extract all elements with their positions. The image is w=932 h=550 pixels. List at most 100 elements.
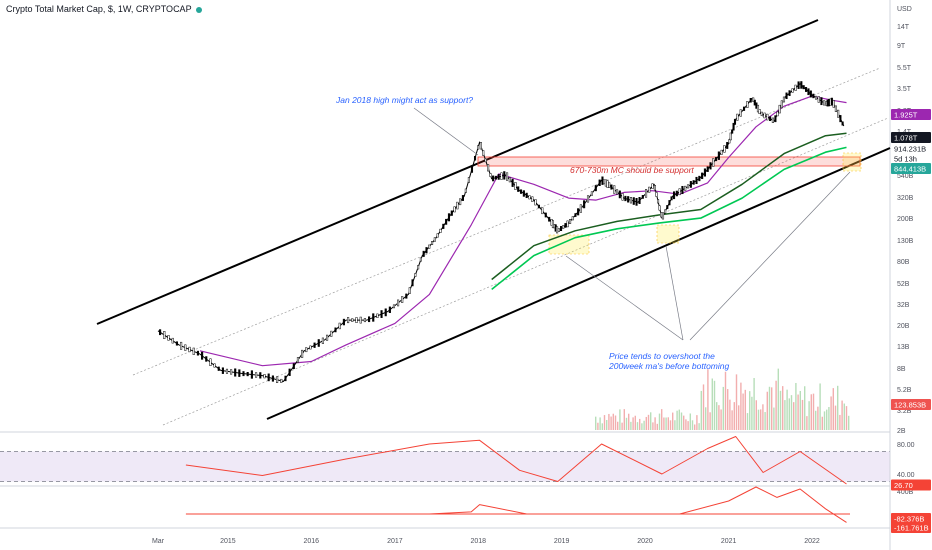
price-candle <box>644 189 648 198</box>
price-candle <box>583 200 586 209</box>
price-candle <box>414 273 417 277</box>
support-zone <box>477 156 861 167</box>
rsi-tick-label: 40.00 <box>897 472 915 479</box>
price-candle <box>574 213 577 217</box>
price-candle <box>401 296 404 303</box>
price-candle <box>739 109 742 117</box>
price-candle <box>456 201 459 210</box>
price-candle <box>728 139 731 144</box>
y-tick-label: 130B <box>897 238 914 245</box>
x-tick-label: 2015 <box>220 538 236 545</box>
ma-purple-line <box>199 95 847 367</box>
price-candle <box>778 104 781 114</box>
price-candle <box>769 116 772 122</box>
volume-bar <box>786 389 788 430</box>
y-tick-label: 5.2B <box>897 387 912 394</box>
volume-bar <box>705 407 707 430</box>
price-candle <box>267 373 270 382</box>
y-tick-label: 2B <box>897 428 906 435</box>
ma-dark-green-line <box>491 132 847 281</box>
price-candle <box>733 118 737 125</box>
price-candle <box>196 350 199 356</box>
volume-bar <box>773 407 775 430</box>
price-candle <box>477 145 480 150</box>
price-candle <box>648 186 651 193</box>
volume-bar <box>707 369 709 430</box>
price-candle <box>534 199 537 206</box>
price-candle <box>785 92 788 99</box>
price-candle <box>564 223 567 228</box>
price-candle <box>355 317 358 323</box>
price-candle <box>675 190 678 197</box>
price-candle <box>430 241 434 246</box>
volume-bar <box>757 409 760 430</box>
volume-bar <box>674 420 676 430</box>
annotation-arrow <box>565 255 684 341</box>
volume-bar <box>797 394 799 430</box>
price-candle <box>503 171 506 180</box>
volume-bar <box>665 417 667 430</box>
price-candle <box>653 185 656 191</box>
price-candle <box>363 318 366 323</box>
price-candle <box>692 180 695 185</box>
badge-green-ma: 844.413B <box>894 165 926 174</box>
price-candle <box>660 212 663 218</box>
volume-bar <box>654 417 656 430</box>
price-candle <box>175 341 178 346</box>
price-candle <box>280 378 283 383</box>
annotation-arrow <box>689 171 851 341</box>
price-candle <box>171 337 174 344</box>
volume-bar <box>713 380 716 430</box>
volume-bar <box>744 389 746 430</box>
price-candle <box>771 117 774 123</box>
price-candle <box>188 346 191 353</box>
volume-bar <box>746 413 749 430</box>
price-candle <box>807 88 810 96</box>
price-candle <box>497 174 500 180</box>
x-tick-label: 2016 <box>303 538 319 545</box>
price-candle <box>651 183 654 189</box>
channel-upper-line <box>96 19 819 325</box>
y-tick-label: 3.2B <box>897 408 912 415</box>
price-candle <box>425 247 428 254</box>
volume-bar <box>663 417 665 430</box>
volume-bar <box>597 422 599 430</box>
badge-purple-ma-bg <box>891 109 931 120</box>
annotation-support-zone: 670-730m MC should be support <box>570 165 694 175</box>
price-candle <box>763 112 766 119</box>
price-candle <box>442 223 445 229</box>
volume-bar <box>599 417 601 430</box>
price-candle <box>508 177 511 183</box>
x-tick-label: 2021 <box>721 538 737 545</box>
price-candle <box>470 165 474 173</box>
price-candle <box>695 176 698 185</box>
badge-countdown: 5d 13h <box>894 155 917 164</box>
price-candle <box>641 195 644 199</box>
volume-bar <box>793 402 795 430</box>
volume-bar <box>603 415 606 430</box>
price-candle <box>601 176 604 185</box>
volume-bar <box>643 420 645 430</box>
volume-bar <box>806 416 808 430</box>
volume-bar <box>608 413 610 430</box>
price-candle <box>221 367 224 374</box>
volume-bar <box>676 410 678 430</box>
y-tick-label: 9T <box>897 43 906 50</box>
price-candle <box>250 370 253 379</box>
x-tick-label: 2019 <box>554 538 570 545</box>
volume-bar <box>696 415 698 430</box>
volume-bar <box>612 413 614 430</box>
chart-title-text: Crypto Total Market Cap, $, 1W, CRYPTOCA… <box>6 4 192 14</box>
price-candle <box>301 349 304 358</box>
volume-bar <box>698 423 700 430</box>
price-candle <box>758 109 761 115</box>
price-line <box>157 83 845 382</box>
badge-rsi-bg <box>891 479 931 491</box>
price-candle <box>686 184 690 189</box>
price-candle <box>459 198 462 206</box>
volume-bar <box>694 424 696 430</box>
badge-macd-1-bg <box>891 513 931 524</box>
price-candle <box>610 184 613 190</box>
price-candle <box>780 100 783 109</box>
